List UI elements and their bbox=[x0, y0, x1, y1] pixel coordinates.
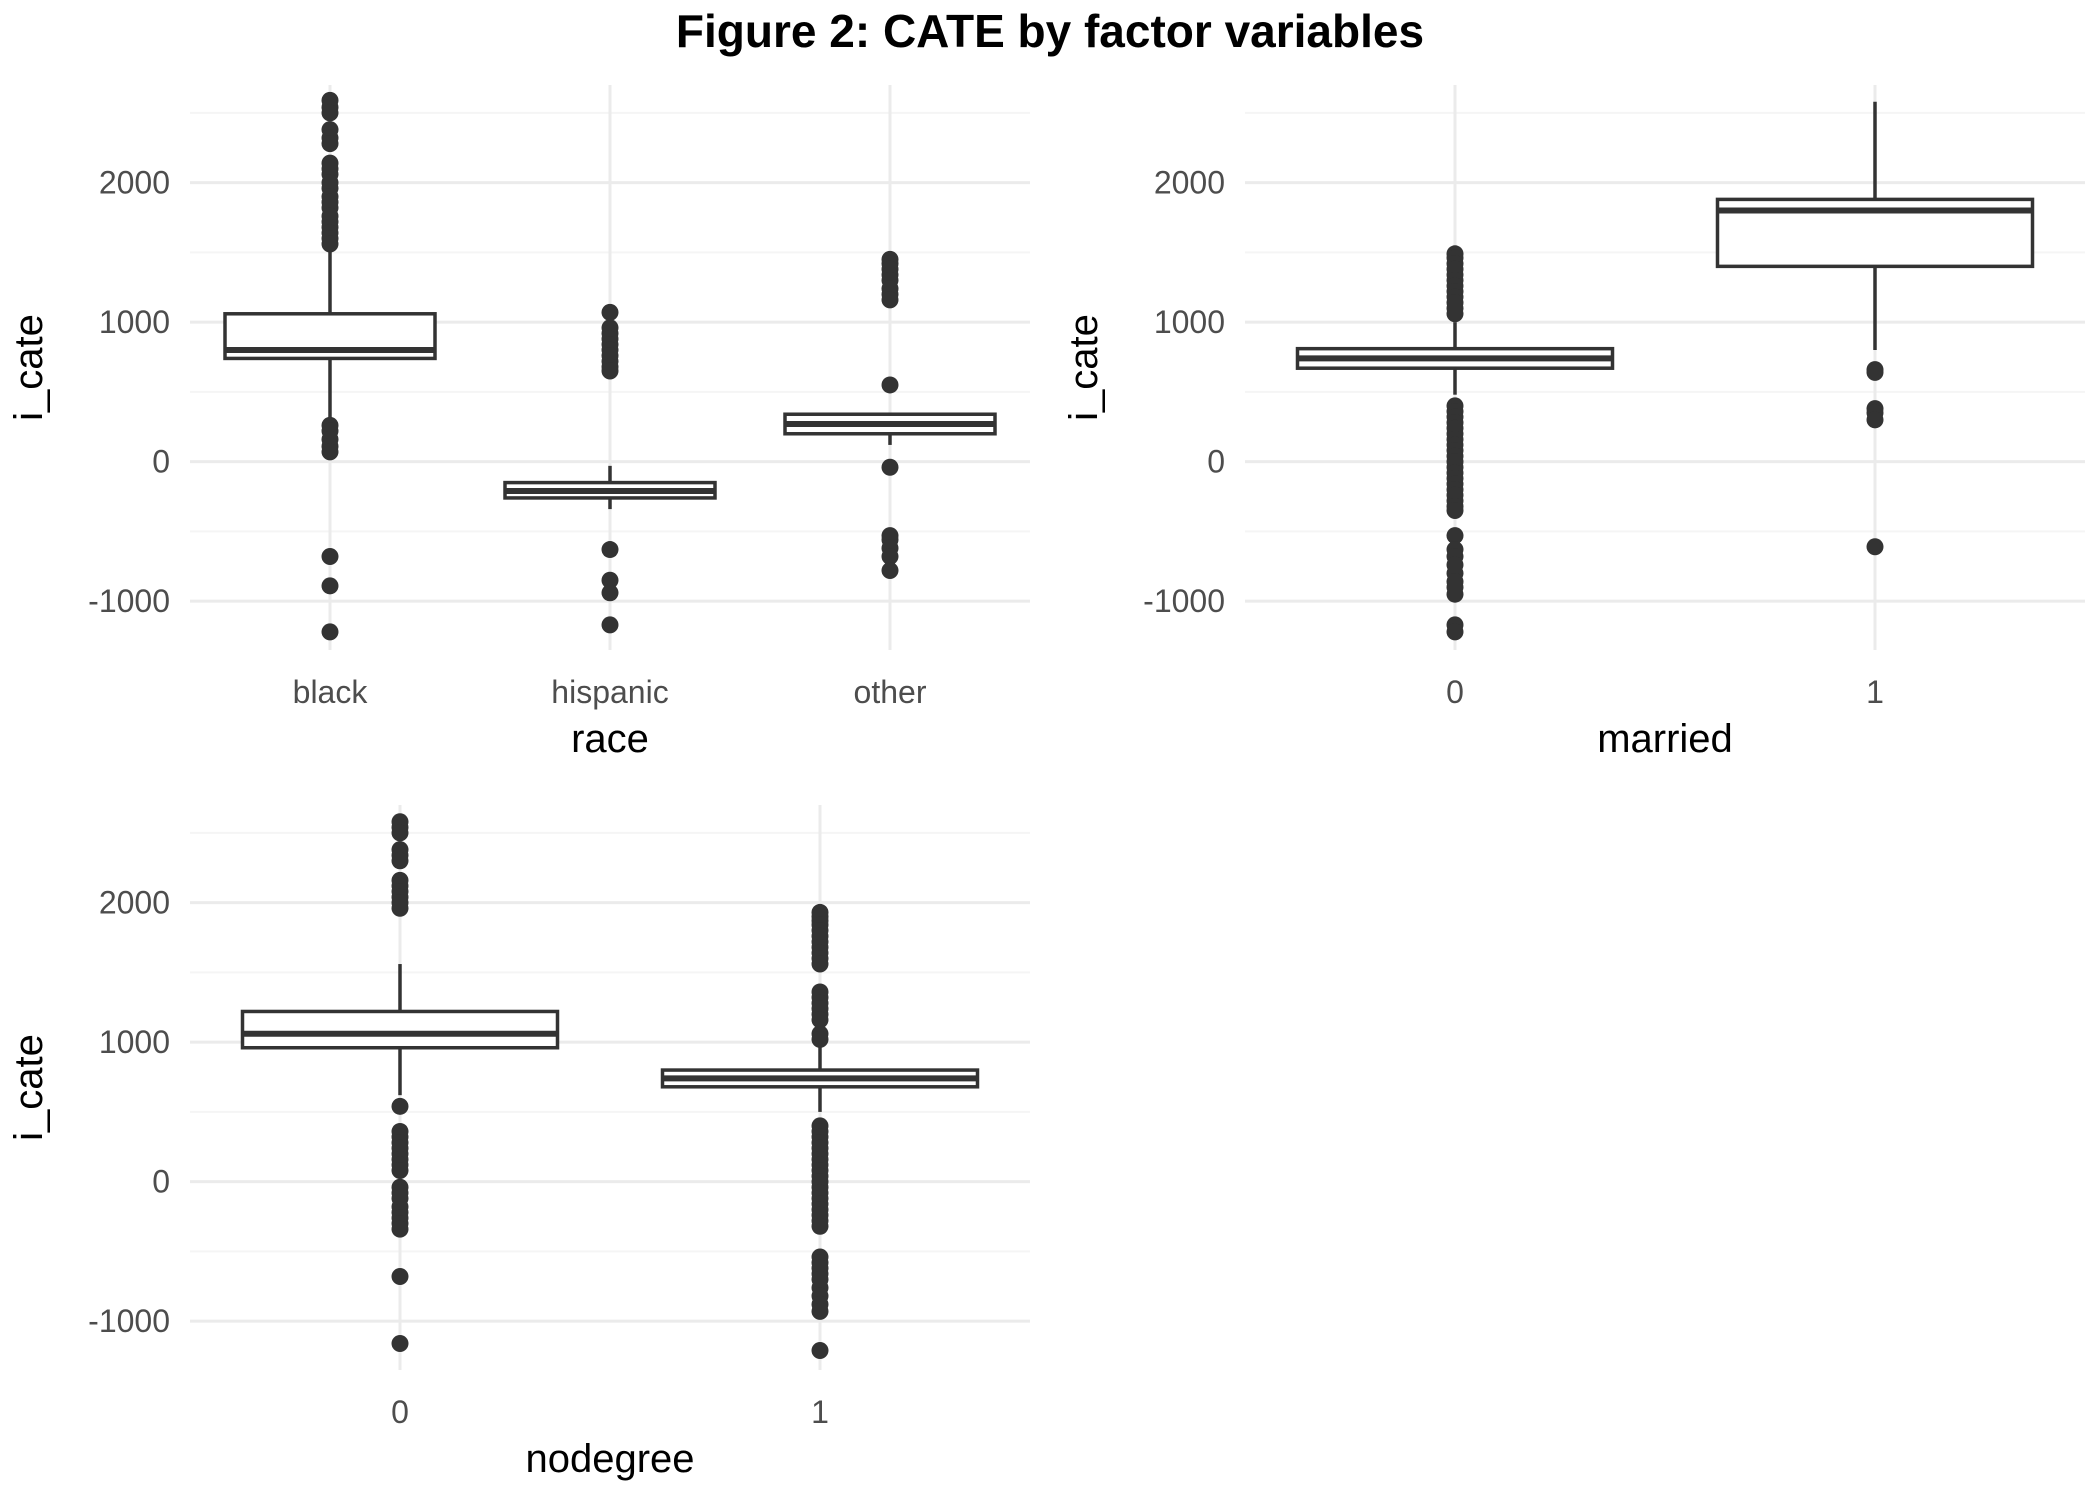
y-tick-label: 2000 bbox=[99, 885, 170, 921]
y-tick-label: -1000 bbox=[1143, 583, 1225, 619]
outlier-point bbox=[601, 541, 619, 559]
figure-title: Figure 2: CATE by factor variables bbox=[675, 5, 1425, 57]
outlier-point bbox=[601, 362, 619, 380]
outlier-point bbox=[391, 1268, 409, 1286]
x-tick-label: 0 bbox=[1446, 674, 1464, 710]
box-black bbox=[223, 91, 437, 641]
y-tick-label: -1000 bbox=[88, 583, 170, 619]
outlier-point bbox=[881, 548, 899, 566]
y-tick-label: 0 bbox=[152, 444, 170, 480]
x-tick-label: hispanic bbox=[551, 674, 668, 710]
outlier-point bbox=[601, 584, 619, 602]
y-axis-title: i_cate bbox=[1062, 314, 1106, 421]
outlier-point bbox=[601, 303, 619, 321]
outlier-point bbox=[1446, 527, 1464, 545]
x-tick-label: other bbox=[854, 674, 927, 710]
panel-nodegree: -1000 0 1000 2000 0 1 nodegree i_cate bbox=[7, 805, 1030, 1481]
outlier-point bbox=[1446, 623, 1464, 641]
outlier-point bbox=[811, 1302, 829, 1320]
y-tick-label: 0 bbox=[152, 1164, 170, 1200]
x-tick-label: 1 bbox=[811, 1394, 829, 1430]
outlier-point bbox=[321, 548, 339, 566]
y-tick-label: 1000 bbox=[99, 1024, 170, 1060]
box-hispanic bbox=[503, 303, 717, 634]
outlier-point bbox=[391, 1334, 409, 1352]
outlier-point bbox=[391, 1162, 409, 1180]
panel-race: -1000 0 1000 2000 black hispanic other race i_ca… bbox=[7, 85, 1030, 761]
x-tick-label: 0 bbox=[391, 1394, 409, 1430]
outlier-point bbox=[391, 852, 409, 870]
y-tick-label: 2000 bbox=[1154, 165, 1225, 201]
outlier-point bbox=[1866, 538, 1884, 556]
box-1 bbox=[1715, 101, 2035, 556]
y-tick-label: 2000 bbox=[99, 165, 170, 201]
box-body bbox=[240, 1009, 560, 1050]
box-1 bbox=[660, 903, 980, 1359]
outlier-point bbox=[391, 1220, 409, 1238]
outlier-point bbox=[881, 458, 899, 476]
outlier-point bbox=[1866, 363, 1884, 381]
outlier-point bbox=[881, 291, 899, 309]
outlier-point bbox=[811, 1217, 829, 1235]
box-0 bbox=[240, 813, 560, 1352]
y-tick-label: 1000 bbox=[99, 304, 170, 340]
outlier-point bbox=[1446, 501, 1464, 519]
outlier-point bbox=[321, 443, 339, 461]
x-axis-title: nodegree bbox=[525, 1437, 694, 1481]
x-tick-label: black bbox=[293, 674, 369, 710]
y-axis-title: i_cate bbox=[7, 1034, 51, 1141]
y-tick-label: 1000 bbox=[1154, 304, 1225, 340]
outlier-point bbox=[391, 899, 409, 917]
y-tick-label: -1000 bbox=[88, 1303, 170, 1339]
outlier-point bbox=[321, 577, 339, 595]
outlier-point bbox=[1446, 305, 1464, 323]
outlier-point bbox=[881, 376, 899, 394]
outlier-point bbox=[811, 1030, 829, 1048]
panel-married: -1000 0 1000 2000 0 1 married i_cate bbox=[1062, 85, 2085, 761]
outlier-point bbox=[391, 1097, 409, 1115]
outlier-point bbox=[811, 1341, 829, 1359]
outlier-point bbox=[321, 104, 339, 122]
outlier-point bbox=[391, 824, 409, 842]
outlier-point bbox=[601, 616, 619, 634]
outlier-point bbox=[1446, 585, 1464, 603]
x-tick-label: 1 bbox=[1866, 674, 1884, 710]
box-other bbox=[783, 250, 997, 579]
outlier-point bbox=[811, 1011, 829, 1029]
outlier-point bbox=[601, 571, 619, 589]
y-tick-label: 0 bbox=[1207, 444, 1225, 480]
y-axis-title: i_cate bbox=[7, 314, 51, 421]
outlier-point bbox=[321, 235, 339, 253]
x-axis-title: race bbox=[571, 717, 649, 761]
outlier-point bbox=[321, 623, 339, 641]
box-0 bbox=[1295, 245, 1615, 641]
x-axis-title: married bbox=[1597, 717, 1733, 761]
outlier-point bbox=[811, 955, 829, 973]
outlier-point bbox=[321, 135, 339, 153]
outlier-point bbox=[1866, 411, 1884, 429]
outlier-point bbox=[881, 561, 899, 579]
